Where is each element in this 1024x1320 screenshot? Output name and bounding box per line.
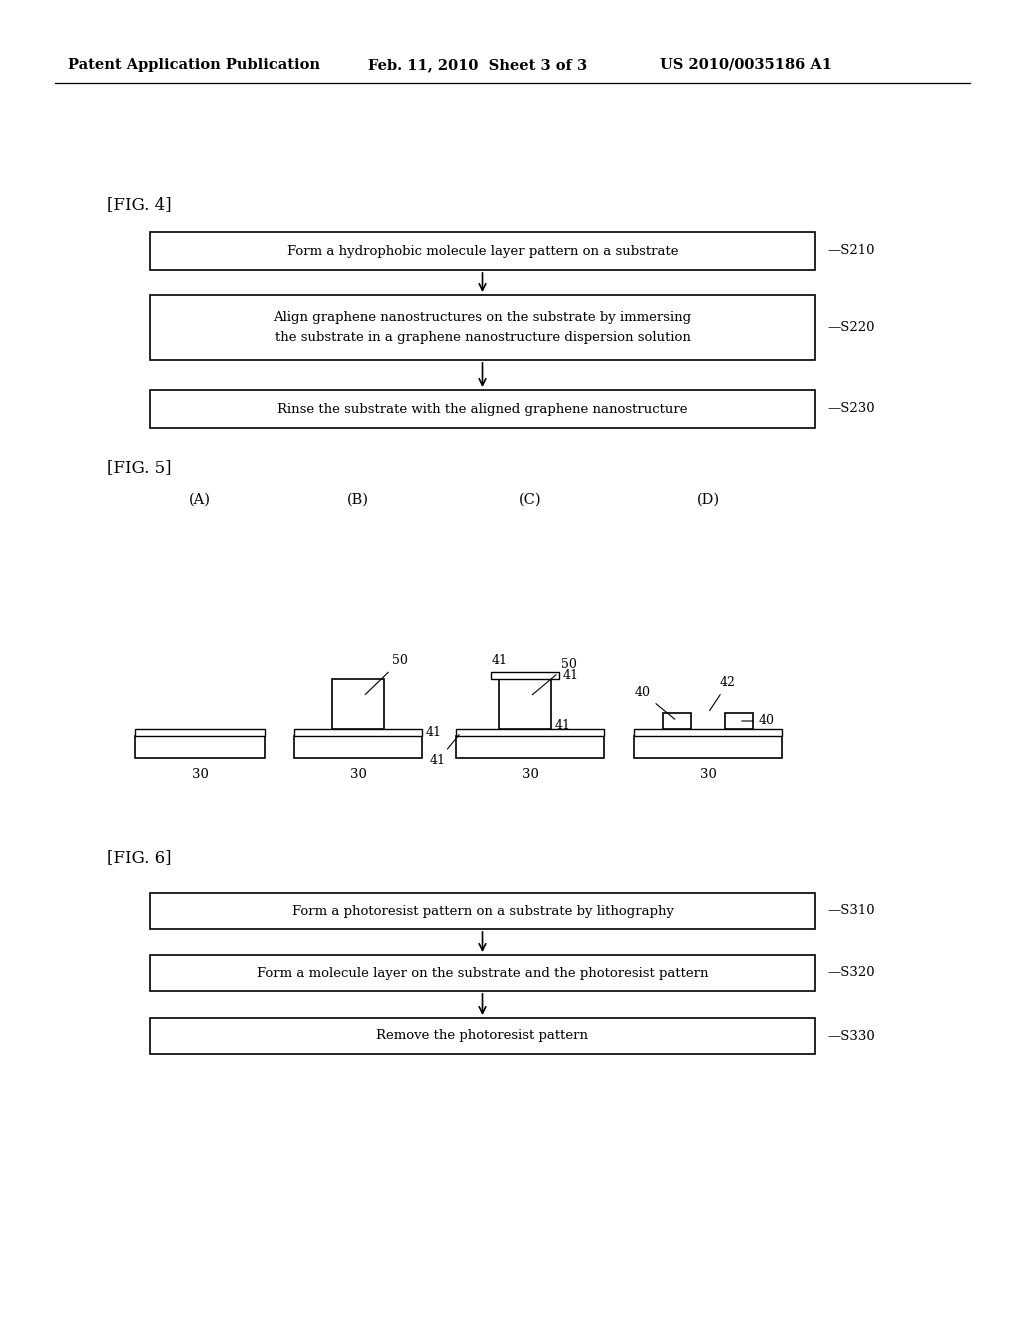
Text: (B): (B) [347,492,369,507]
Text: Feb. 11, 2010  Sheet 3 of 3: Feb. 11, 2010 Sheet 3 of 3 [368,58,587,73]
Text: —S210: —S210 [827,244,874,257]
Bar [663,713,691,729]
Text: Patent Application Publication: Patent Application Publication [68,58,319,73]
Text: [FIG. 5]: [FIG. 5] [106,459,171,477]
Text: Remove the photoresist pattern: Remove the photoresist pattern [377,1030,589,1043]
Text: Form a photoresist pattern on a substrate by lithography: Form a photoresist pattern on a substrat… [292,904,674,917]
Text: 30: 30 [349,767,367,780]
Text: US 2010/0035186 A1: US 2010/0035186 A1 [660,58,831,73]
Text: 30: 30 [699,767,717,780]
Text: —S330: —S330 [827,1030,874,1043]
Text: Align graphene nanostructures on the substrate by immersing
the substrate in a g: Align graphene nanostructures on the sub… [273,312,691,343]
Bar [150,232,815,271]
Text: —S310: —S310 [827,904,874,917]
Text: 50: 50 [366,655,408,694]
Text: 41: 41 [492,653,508,667]
Text: 41: 41 [430,735,459,767]
Text: —S220: —S220 [827,321,874,334]
Text: (A): (A) [189,492,211,507]
Text: (D): (D) [696,492,720,507]
Text: 30: 30 [191,767,209,780]
Bar [490,672,559,678]
Bar [150,389,815,428]
Text: (C): (C) [519,492,542,507]
Bar [456,737,604,758]
Bar [150,294,815,360]
Text: Rinse the substrate with the aligned graphene nanostructure: Rinse the substrate with the aligned gra… [278,403,688,416]
Text: 40: 40 [741,714,775,727]
Text: 41: 41 [563,669,579,682]
Bar [135,729,265,737]
Text: —S320: —S320 [827,966,874,979]
Text: [FIG. 4]: [FIG. 4] [106,197,172,214]
Bar [332,678,384,729]
Text: Form a hydrophobic molecule layer pattern on a substrate: Form a hydrophobic molecule layer patter… [287,244,678,257]
Text: 41: 41 [426,726,442,739]
Bar [499,678,551,729]
Bar [150,1018,815,1053]
Bar [150,894,815,929]
Text: 40: 40 [635,686,675,719]
Text: 30: 30 [521,767,539,780]
Text: 42: 42 [710,676,736,710]
Bar [725,713,753,729]
Text: 50: 50 [532,657,577,694]
Text: Form a molecule layer on the substrate and the photoresist pattern: Form a molecule layer on the substrate a… [257,966,709,979]
Text: [FIG. 6]: [FIG. 6] [106,850,171,866]
Text: 41: 41 [555,719,571,733]
Bar [135,737,265,758]
Bar [294,737,422,758]
Bar [150,954,815,991]
Bar [634,729,782,737]
Bar [294,729,422,737]
Bar [634,737,782,758]
Bar [456,729,604,737]
Text: —S230: —S230 [827,403,874,416]
